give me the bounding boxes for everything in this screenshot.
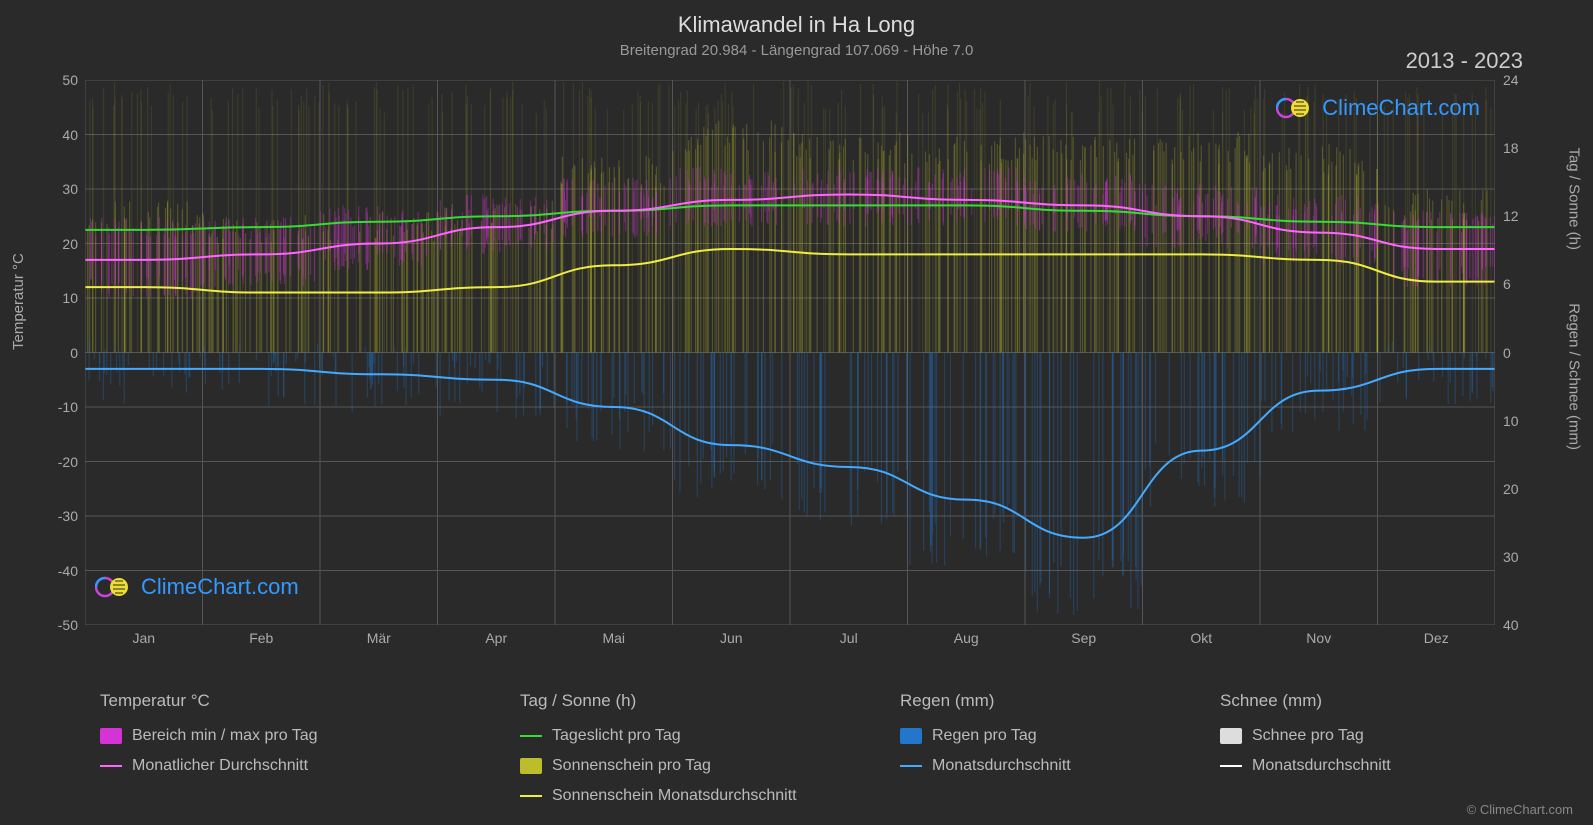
x-label: Jan (85, 630, 203, 650)
grid (85, 80, 1495, 625)
y-tick-right: 18 (1503, 140, 1543, 156)
watermark-text: ClimeChart.com (141, 574, 299, 600)
legend-item: Monatsdurchschnitt (900, 757, 1180, 775)
legend-label: Tageslicht pro Tag (552, 727, 681, 745)
x-label: Aug (908, 630, 1026, 650)
legend-item: Monatlicher Durchschnitt (100, 757, 480, 775)
legend-item: Sonnenschein Monatsdurchschnitt (520, 787, 860, 805)
logo-icon (95, 575, 135, 599)
legend-col-rain: Regen (mm) Regen pro Tag Monatsdurchschnit… (900, 691, 1180, 805)
legend-swatch (1220, 728, 1242, 744)
legend-label: Schnee pro Tag (1252, 727, 1364, 745)
legend: Temperatur °C Bereich min / max pro Tag Mo… (100, 691, 1500, 805)
chart-title: Klimawandel in Ha Long (0, 0, 1593, 38)
legend-swatch (1220, 765, 1242, 767)
y-tick-right: 24 (1503, 72, 1543, 88)
legend-swatch (520, 795, 542, 797)
y-tick-right: 0 (1503, 345, 1543, 361)
y-tick-left: 10 (38, 290, 78, 306)
y-axis-left-label: Temperatur °C (10, 253, 27, 350)
y-tick-left: -10 (38, 399, 78, 415)
legend-header: Schnee (mm) (1220, 691, 1500, 711)
y-axis-right-bottom-label: Regen / Schnee (mm) (1566, 303, 1583, 450)
chart-subtitle: Breitengrad 20.984 - Längengrad 107.069 … (0, 38, 1593, 59)
y-tick-left: -50 (38, 617, 78, 633)
legend-swatch (100, 728, 122, 744)
legend-label: Sonnenschein pro Tag (552, 757, 711, 775)
watermark-text: ClimeChart.com (1322, 95, 1480, 121)
legend-col-temperature: Temperatur °C Bereich min / max pro Tag Mo… (100, 691, 480, 805)
legend-item: Regen pro Tag (900, 727, 1180, 745)
legend-label: Monatsdurchschnitt (932, 757, 1071, 775)
y-axis-right-top-label: Tag / Sonne (h) (1566, 147, 1583, 250)
legend-item: Tageslicht pro Tag (520, 727, 860, 745)
x-label: Dez (1378, 630, 1496, 650)
legend-label: Bereich min / max pro Tag (132, 727, 318, 745)
legend-swatch (900, 765, 922, 767)
year-range: 2013 - 2023 (1406, 48, 1523, 74)
legend-swatch (900, 728, 922, 744)
climate-chart: Klimawandel in Ha Long Breitengrad 20.98… (0, 0, 1593, 825)
y-tick-right: 12 (1503, 208, 1543, 224)
legend-header: Temperatur °C (100, 691, 480, 711)
legend-label: Regen pro Tag (932, 727, 1037, 745)
y-tick-right: 40 (1503, 617, 1543, 633)
logo-icon (1276, 96, 1316, 120)
y-tick-right: 30 (1503, 549, 1543, 565)
x-label: Jun (673, 630, 791, 650)
x-label: Jul (790, 630, 908, 650)
x-label: Okt (1143, 630, 1261, 650)
y-tick-left: 40 (38, 127, 78, 143)
legend-header: Regen (mm) (900, 691, 1180, 711)
plot-svg (85, 80, 1495, 625)
y-tick-left: -40 (38, 563, 78, 579)
legend-item: Monatsdurchschnitt (1220, 757, 1500, 775)
watermark-top: ClimeChart.com (1276, 95, 1480, 121)
y-tick-right: 6 (1503, 276, 1543, 292)
legend-label: Monatlicher Durchschnitt (132, 757, 308, 775)
legend-item: Schnee pro Tag (1220, 727, 1500, 745)
x-axis-labels: JanFebMärAprMaiJunJulAugSepOktNovDez (85, 630, 1495, 650)
x-label: Feb (203, 630, 321, 650)
plot-area: ClimeChart.com ClimeChart.com (85, 80, 1495, 625)
x-label: Nov (1260, 630, 1378, 650)
x-label: Apr (438, 630, 556, 650)
y-tick-left: 20 (38, 236, 78, 252)
watermark-bottom: ClimeChart.com (95, 574, 299, 600)
y-tick-left: 30 (38, 181, 78, 197)
legend-label: Sonnenschein Monatsdurchschnitt (552, 787, 797, 805)
legend-item: Sonnenschein pro Tag (520, 757, 860, 775)
legend-col-snow: Schnee (mm) Schnee pro Tag Monatsdurchschn… (1220, 691, 1500, 805)
legend-swatch (100, 765, 122, 767)
legend-swatch (520, 758, 542, 774)
legend-item: Bereich min / max pro Tag (100, 727, 480, 745)
x-label: Mai (555, 630, 673, 650)
x-label: Sep (1025, 630, 1143, 650)
y-tick-left: 0 (38, 345, 78, 361)
y-tick-right: 20 (1503, 481, 1543, 497)
legend-header: Tag / Sonne (h) (520, 691, 860, 711)
legend-swatch (520, 735, 542, 737)
y-tick-left: -30 (38, 508, 78, 524)
x-label: Mär (320, 630, 438, 650)
y-tick-right: 10 (1503, 413, 1543, 429)
legend-col-daylight: Tag / Sonne (h) Tageslicht pro Tag Sonnens… (520, 691, 860, 805)
y-tick-left: -20 (38, 454, 78, 470)
y-tick-left: 50 (38, 72, 78, 88)
legend-label: Monatsdurchschnitt (1252, 757, 1391, 775)
copyright: © ClimeChart.com (1467, 802, 1573, 817)
